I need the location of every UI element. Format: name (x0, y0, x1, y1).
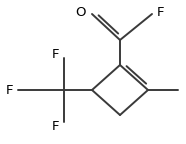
Text: F: F (52, 48, 59, 60)
Text: F: F (157, 5, 164, 18)
Text: F: F (6, 84, 13, 96)
Text: F: F (52, 120, 59, 132)
Text: O: O (76, 5, 86, 18)
